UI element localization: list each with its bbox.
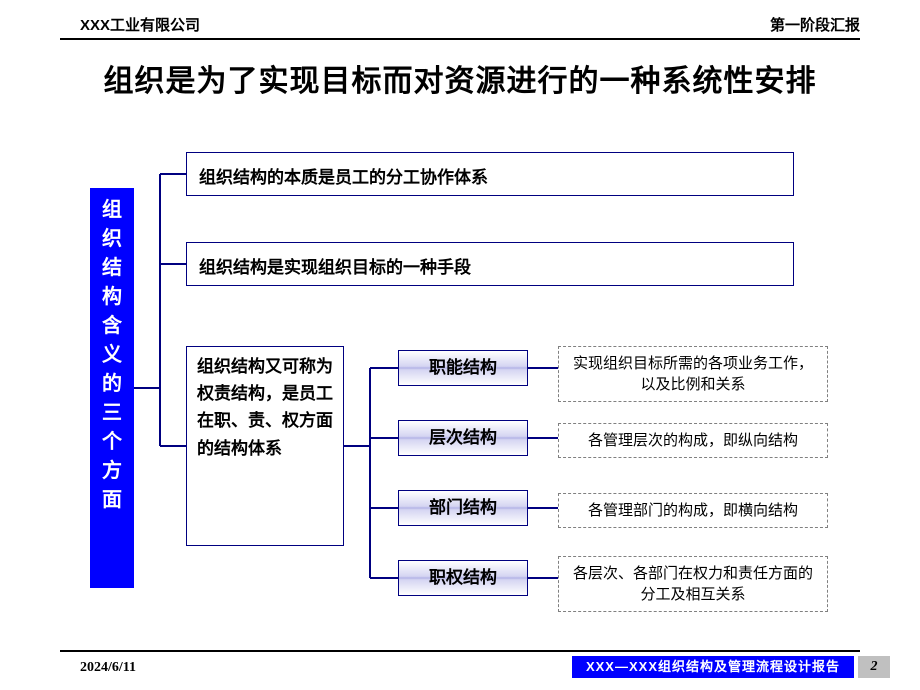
footer-bar: XXX—XXX组织结构及管理流程设计报告: [572, 656, 854, 678]
header-rule: [60, 38, 860, 40]
structure-desc-3: 各层次、各部门在权力和责任方面的分工及相互关系: [558, 556, 828, 612]
aspect-box-2: 组织结构又可称为权责结构，是员工在职、责、权方面的结构体系: [186, 346, 344, 546]
root-box: 组 织 结 构 含 义 的 三 个 方 面: [90, 188, 134, 588]
structure-type-0: 职能结构: [398, 350, 528, 386]
structure-desc-2: 各管理部门的构成，即横向结构: [558, 493, 828, 528]
footer-page: 2: [858, 656, 890, 678]
header-phase: 第一阶段汇报: [770, 14, 860, 35]
aspect-box-1: 组织结构是实现组织目标的一种手段: [186, 242, 794, 286]
structure-desc-0: 实现组织目标所需的各项业务工作，以及比例和关系: [558, 346, 828, 402]
footer-date: 2024/6/11: [80, 660, 136, 676]
structure-type-3: 职权结构: [398, 560, 528, 596]
header-company: XXX工业有限公司: [80, 14, 200, 35]
slide-root: XXX工业有限公司 第一阶段汇报 组织是为了实现目标而对资源进行的一种系统性安排…: [0, 0, 920, 690]
aspect-box-0: 组织结构的本质是员工的分工协作体系: [186, 152, 794, 196]
footer-rule: [60, 650, 860, 652]
structure-desc-1: 各管理层次的构成，即纵向结构: [558, 423, 828, 458]
slide-title: 组织是为了实现目标而对资源进行的一种系统性安排: [60, 56, 860, 100]
structure-type-1: 层次结构: [398, 420, 528, 456]
structure-type-2: 部门结构: [398, 490, 528, 526]
